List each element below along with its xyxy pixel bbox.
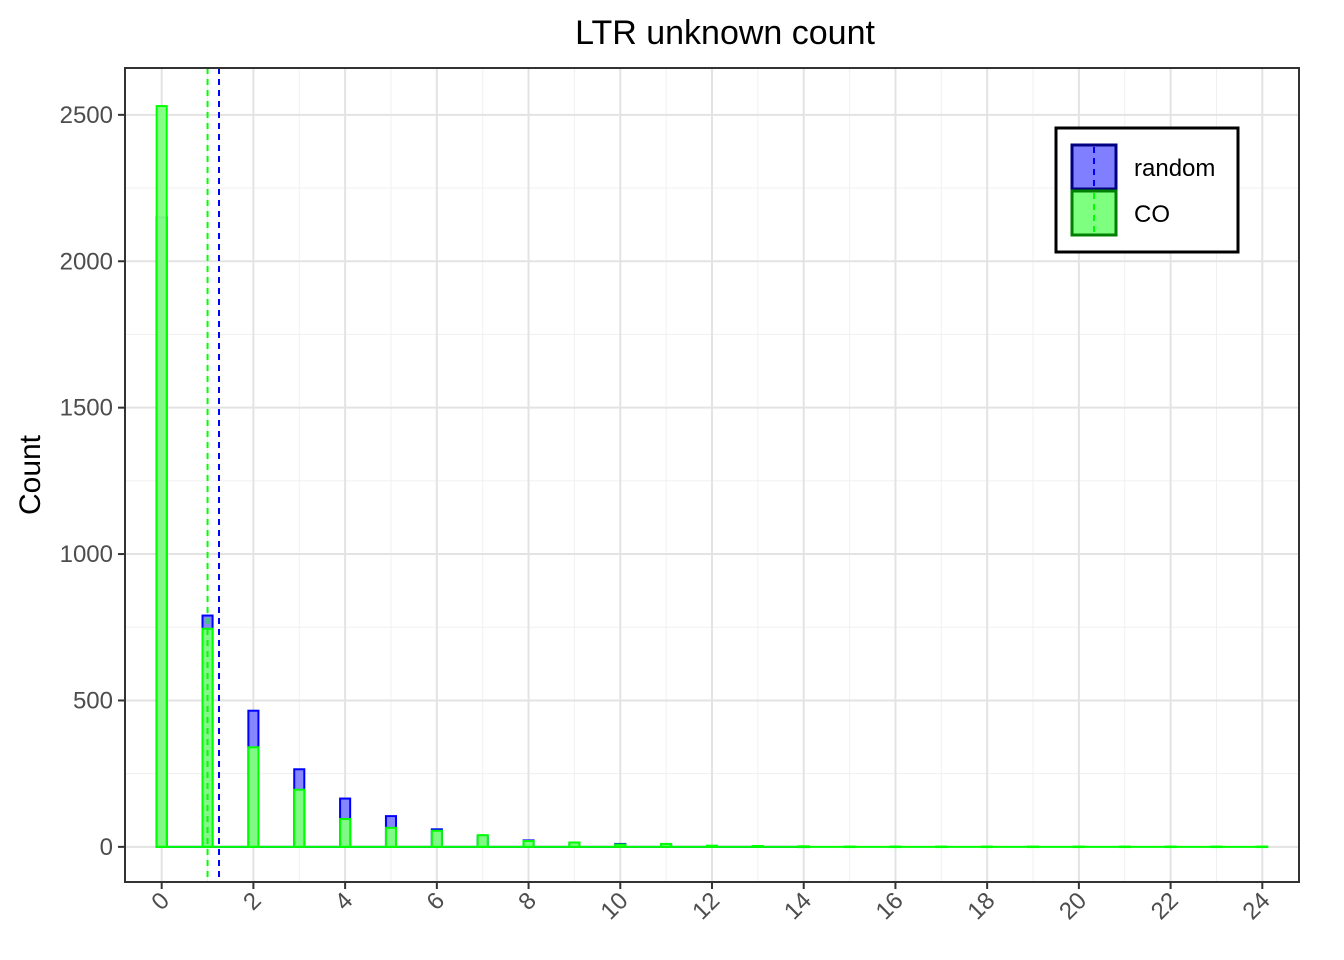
x-tick-label: 24 — [1238, 887, 1276, 925]
x-tick-label: 8 — [513, 887, 542, 916]
legend: random CO — [1054, 126, 1240, 254]
bar-co — [201, 627, 214, 848]
x-tick-label: 20 — [1054, 887, 1092, 925]
y-tick-label: 2000 — [60, 248, 113, 275]
x-tick-label: 2 — [238, 887, 267, 916]
y-axis-label: Count — [14, 434, 47, 515]
x-tick-label: 6 — [422, 887, 451, 916]
bar-co — [430, 829, 443, 848]
legend-label-co: CO — [1134, 201, 1170, 228]
y-tick-label: 500 — [73, 687, 113, 714]
x-tick-label: 0 — [146, 887, 175, 916]
chart-title: LTR unknown count — [575, 14, 875, 52]
x-tick-label: 22 — [1146, 887, 1184, 925]
x-tick-label: 4 — [330, 887, 359, 916]
x-tick-label: 10 — [596, 887, 634, 925]
legend-label-random: random — [1134, 155, 1215, 182]
bar-co — [247, 746, 260, 848]
y-tick-label: 1500 — [60, 395, 113, 422]
y-tick-label: 2500 — [60, 102, 113, 129]
bar-co — [293, 788, 306, 848]
grid-lines — [125, 68, 1299, 882]
y-tick-label: 0 — [100, 834, 113, 861]
x-tick-label: 16 — [871, 887, 909, 925]
bar-co — [155, 105, 168, 848]
mean-lines — [206, 68, 221, 882]
bar-co — [384, 826, 398, 848]
x-tick-label: 12 — [687, 887, 725, 925]
bar-co — [476, 834, 489, 848]
bar-co — [339, 818, 352, 848]
x-tick-label: 14 — [779, 887, 817, 925]
y-tick-label: 1000 — [60, 541, 113, 568]
x-tick-label: 18 — [962, 887, 1000, 925]
